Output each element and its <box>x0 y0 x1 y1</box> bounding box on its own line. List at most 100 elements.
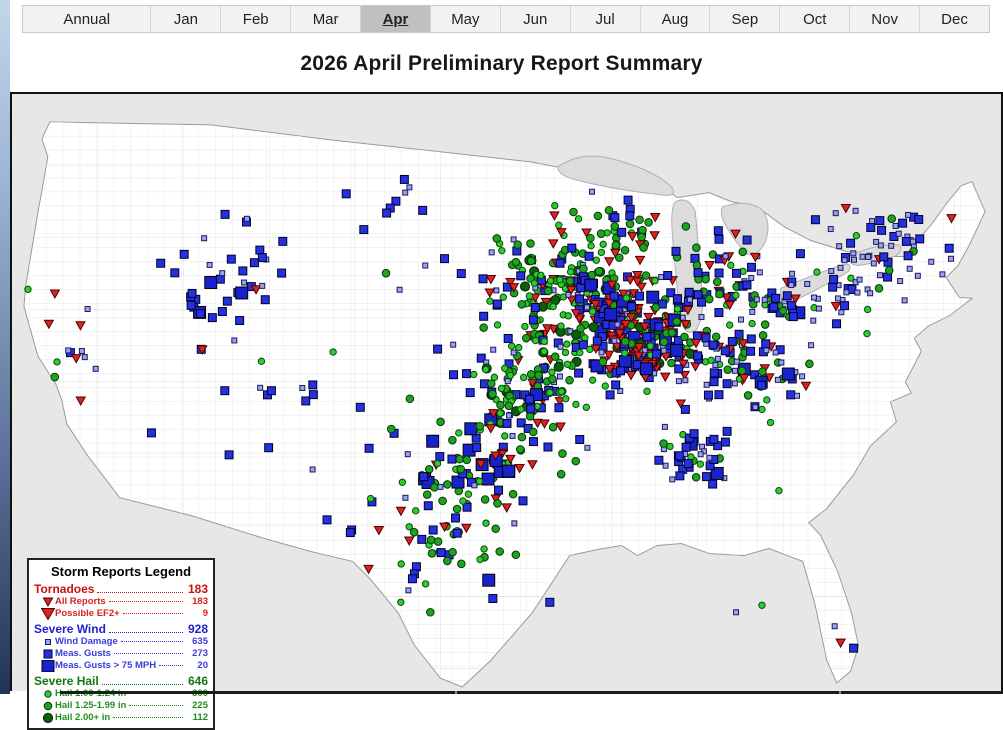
hail-marker <box>525 292 534 300</box>
hail-marker <box>561 348 570 357</box>
wind-marker <box>592 336 602 346</box>
wind-marker <box>341 189 351 199</box>
hail-marker <box>598 357 608 367</box>
hail-marker <box>530 279 539 287</box>
wind-marker <box>433 344 443 354</box>
tornado-marker <box>633 343 645 353</box>
hail-marker <box>438 496 447 506</box>
wind-marker <box>693 290 703 300</box>
hail-marker <box>659 337 669 347</box>
wind-marker <box>742 280 752 290</box>
wind-marker <box>840 301 850 311</box>
wind-marker <box>556 373 563 380</box>
tornado-marker <box>475 459 487 470</box>
hail-marker <box>758 331 768 340</box>
wind-marker <box>756 269 763 276</box>
tab-feb[interactable]: Feb <box>221 6 292 32</box>
hail-marker <box>620 245 630 255</box>
tornado-marker <box>488 409 499 419</box>
hail-marker <box>462 455 472 465</box>
hail-marker <box>574 215 583 223</box>
wind-marker <box>829 274 839 284</box>
dotted-leader <box>120 640 183 642</box>
wind-marker <box>708 340 718 350</box>
tornado-marker <box>581 228 592 238</box>
wind-marker <box>731 367 738 374</box>
us-storm-reports-map[interactable] <box>12 94 1001 691</box>
tab-jan[interactable]: Jan <box>151 6 222 32</box>
tab-dec[interactable]: Dec <box>920 6 989 32</box>
tab-nov[interactable]: Nov <box>850 6 921 32</box>
wind-marker <box>472 443 482 453</box>
tab-apr[interactable]: Apr <box>361 6 431 32</box>
hail-marker <box>758 405 766 414</box>
wind-marker <box>391 196 401 206</box>
wind-marker <box>84 306 91 312</box>
hail-marker <box>496 400 505 410</box>
wind-marker <box>359 225 369 235</box>
tab-jul[interactable]: Jul <box>570 6 641 32</box>
tab-annual[interactable]: Annual <box>23 6 152 32</box>
hail-marker <box>476 555 484 564</box>
lake-superior <box>557 155 675 196</box>
wind-marker <box>888 242 895 249</box>
wind-square-icon <box>41 660 54 672</box>
wind-marker <box>654 455 664 465</box>
tab-jun[interactable]: Jun <box>500 6 571 32</box>
tornado-marker <box>835 638 846 649</box>
tab-oct[interactable]: Oct <box>780 6 851 32</box>
hail-marker <box>493 321 502 329</box>
hail-marker <box>526 239 535 248</box>
wind-marker <box>219 270 226 277</box>
hail-marker <box>564 312 572 320</box>
wind-marker <box>679 314 686 321</box>
hail-marker <box>516 445 525 454</box>
wind-marker <box>808 342 815 349</box>
legend-icon-cell <box>40 596 55 608</box>
hail-marker <box>537 271 545 279</box>
hail-marker <box>528 427 538 437</box>
wind-marker <box>207 313 217 323</box>
wind-marker <box>870 260 877 267</box>
wind-marker <box>832 210 839 217</box>
wind-marker <box>417 534 427 544</box>
hail-marker <box>521 333 531 343</box>
wind-marker <box>355 402 365 412</box>
legend-section-name: Severe Hail <box>34 674 99 688</box>
wind-marker <box>846 238 856 248</box>
wind-marker <box>901 297 908 304</box>
hail-marker <box>513 240 522 249</box>
wind-marker <box>43 649 52 659</box>
wind-marker <box>451 475 465 489</box>
hail-marker <box>596 229 606 238</box>
wind-marker <box>799 373 806 380</box>
wind-marker <box>404 451 411 458</box>
tornado-marker <box>618 289 629 300</box>
hail-marker <box>692 243 701 252</box>
tab-mar[interactable]: Mar <box>291 6 362 32</box>
legend-section-name: Severe Wind <box>34 622 106 636</box>
hail-marker <box>496 409 504 417</box>
wind-marker <box>658 274 665 281</box>
tornado-marker <box>508 283 520 293</box>
wind-marker <box>673 294 683 304</box>
hail-marker <box>727 261 735 270</box>
tab-may[interactable]: May <box>430 6 501 32</box>
tornado-marker <box>570 309 582 319</box>
wind-marker <box>901 236 911 246</box>
tab-aug[interactable]: Aug <box>640 6 711 32</box>
tornado-marker <box>501 503 513 513</box>
wind-marker <box>669 476 676 483</box>
wind-marker <box>478 274 488 284</box>
tornado-marker <box>43 319 55 330</box>
wind-marker <box>787 300 796 310</box>
tab-sep[interactable]: Sep <box>710 6 781 32</box>
wind-marker <box>709 368 719 378</box>
hail-marker <box>488 389 497 399</box>
wind-marker <box>892 222 899 229</box>
hail-marker <box>540 337 548 346</box>
hail-marker <box>887 214 896 223</box>
hail-marker <box>586 233 595 243</box>
hail-marker <box>480 545 488 553</box>
tornado-icon <box>40 608 55 620</box>
